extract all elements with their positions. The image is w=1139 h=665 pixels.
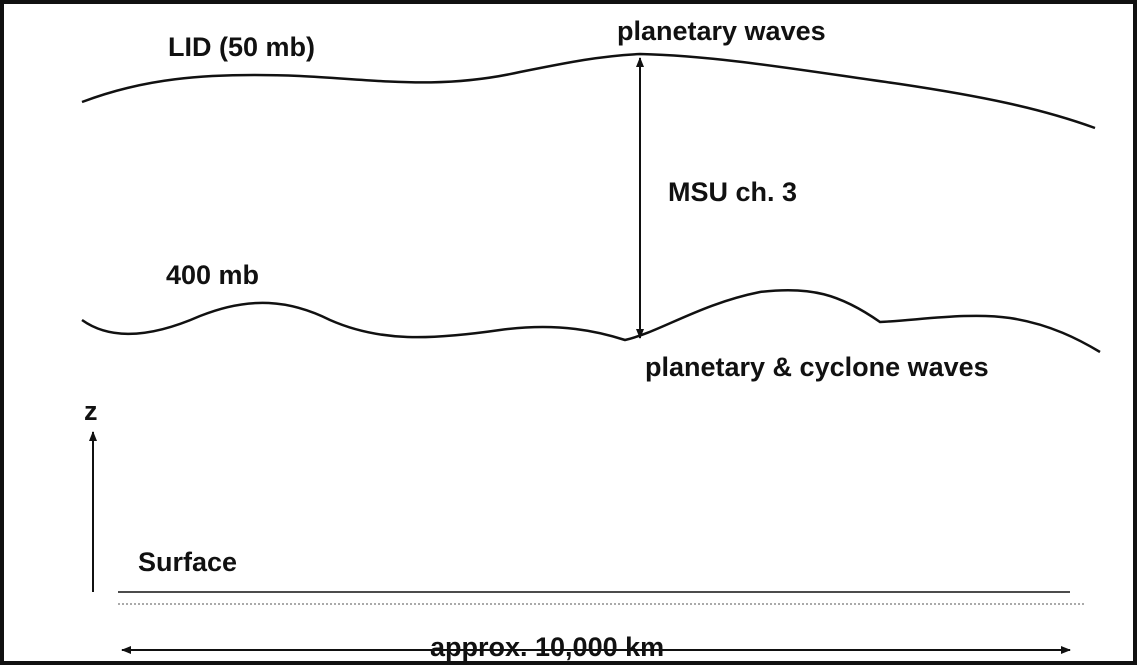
400mb-label: 400 mb (166, 260, 259, 290)
scale-label: approx. 10,000 km (430, 632, 664, 662)
cyclone-label: planetary & cyclone waves (645, 352, 989, 382)
lid-curve (81, 52, 1096, 130)
msu-label: MSU ch. 3 (668, 177, 797, 207)
surface-label: Surface (138, 547, 237, 577)
lid-label: LID (50 mb) (168, 32, 315, 62)
planetary-label: planetary waves (617, 16, 826, 46)
400mb-curve (81, 288, 1101, 354)
z-label: z (84, 396, 98, 426)
